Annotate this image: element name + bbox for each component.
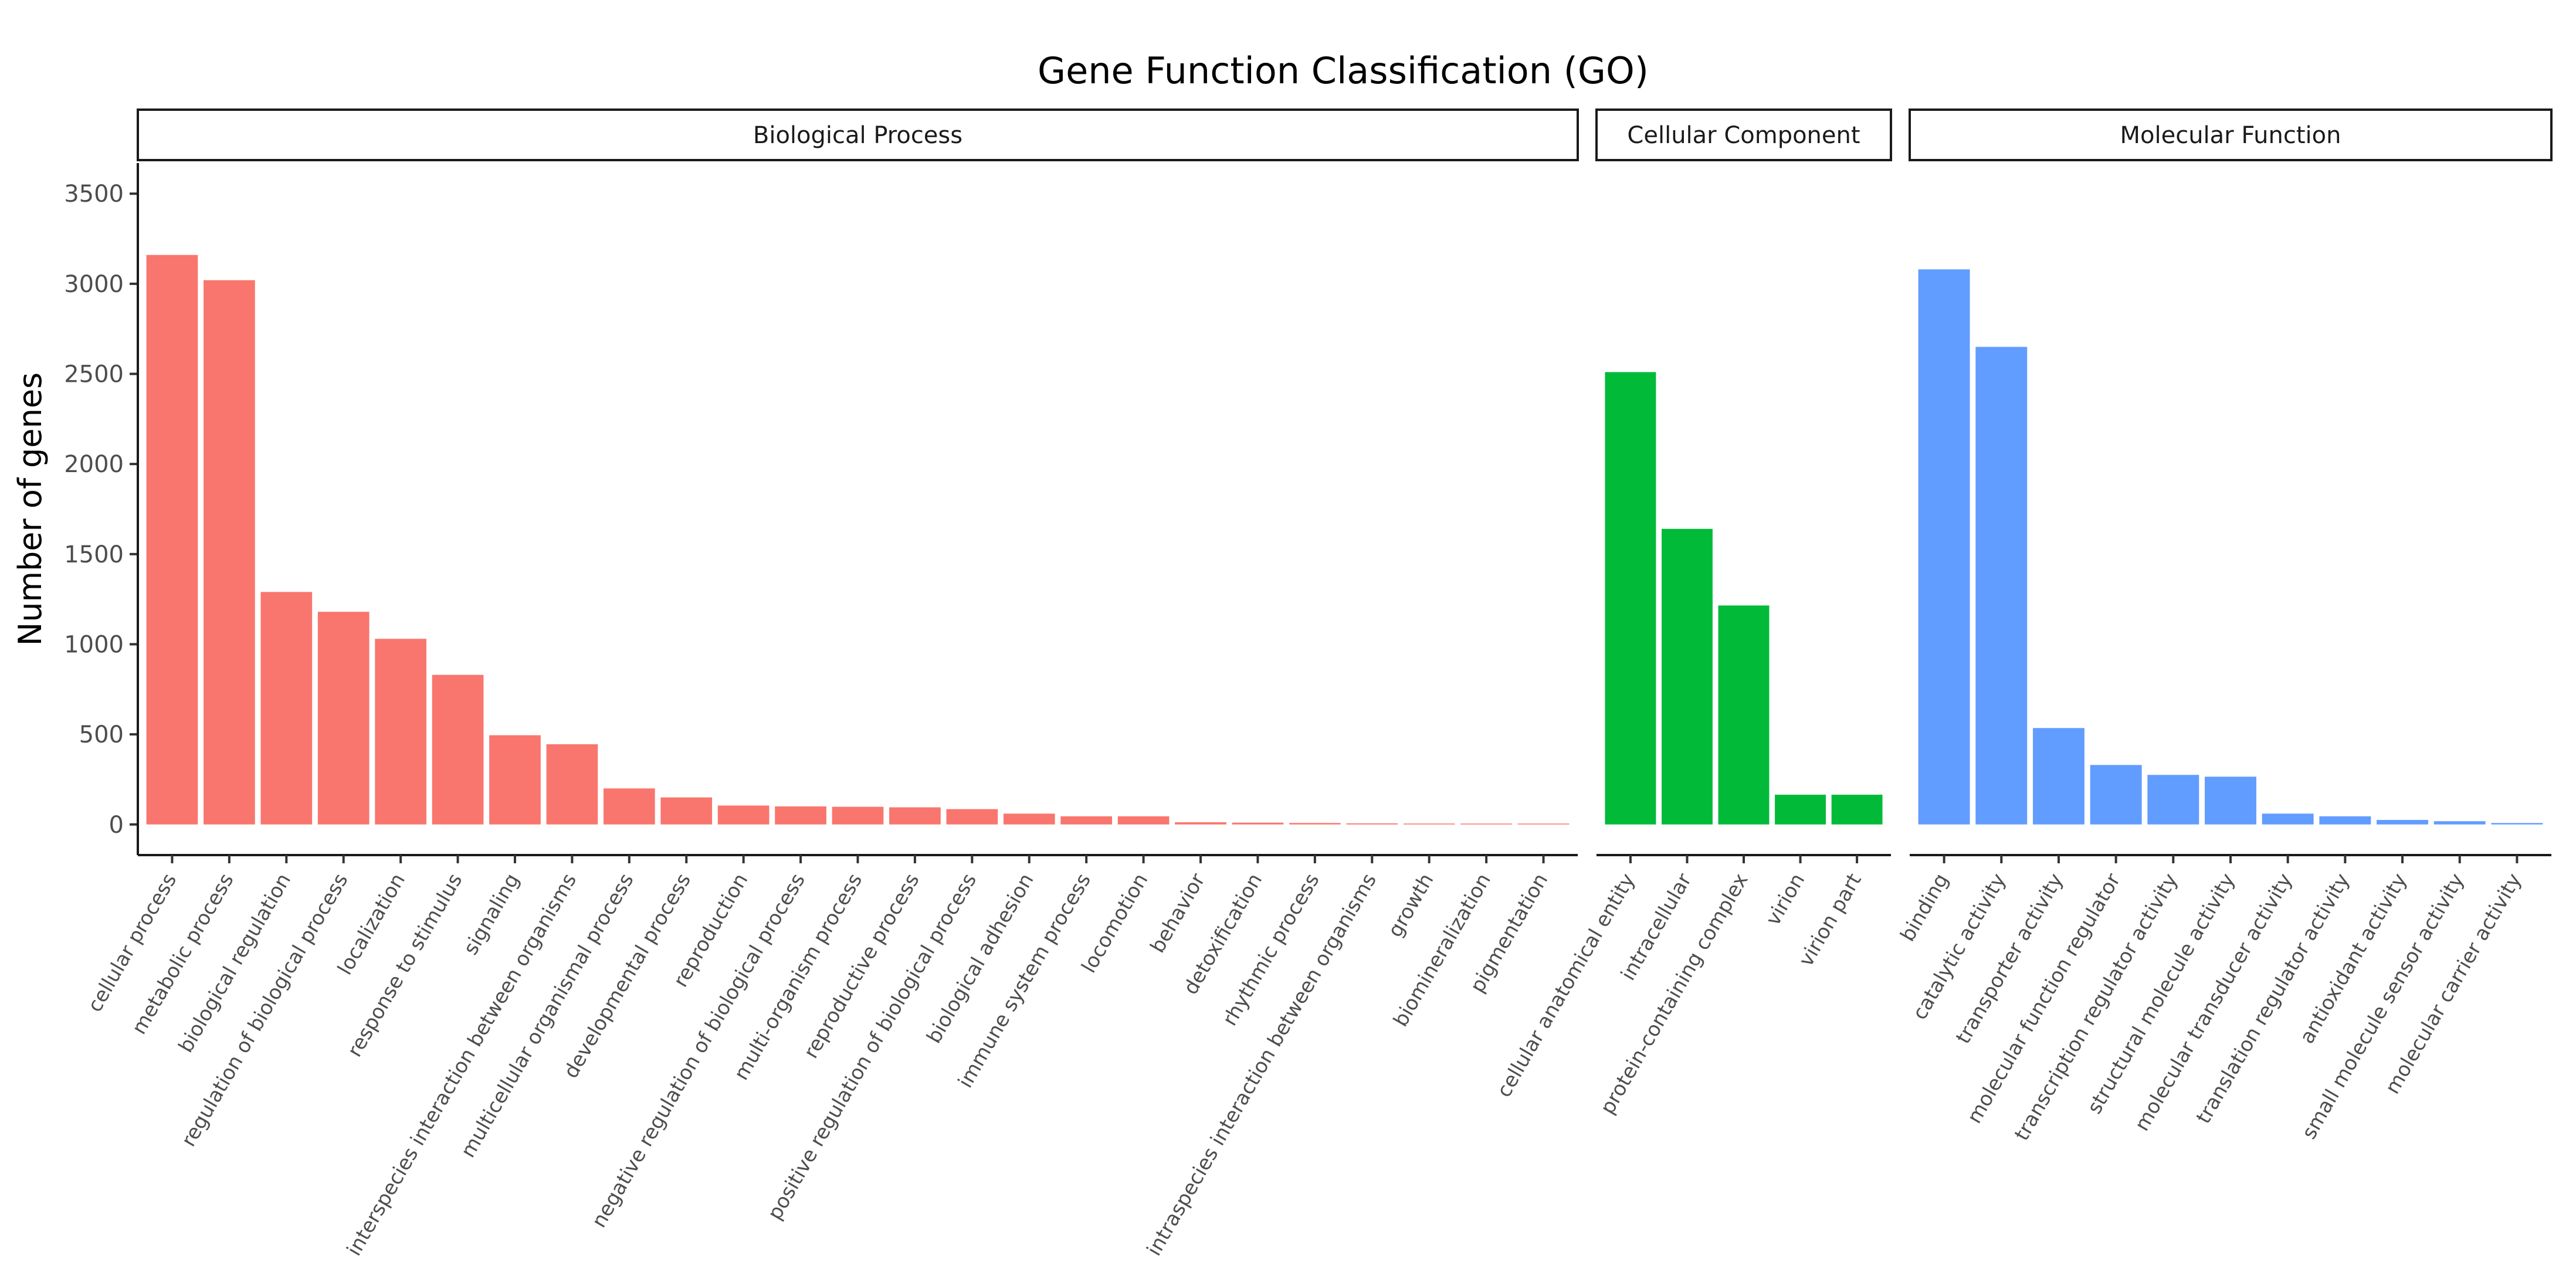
x-tick-label: negative regulation of biological proces… xyxy=(587,870,810,1232)
y-axis: 0 500 1000 1500 2000 2500 3000 3500 xyxy=(64,181,138,839)
y-tick-label: 1000 xyxy=(64,631,124,658)
bar-biological-regulation xyxy=(260,592,313,825)
facet-strip-label: Biological Process xyxy=(753,122,962,149)
bar-multi-organism-process xyxy=(832,806,884,825)
bar-intraspecies-interaction-between-organisms xyxy=(1346,823,1398,825)
bar-intracellular xyxy=(1662,528,1713,825)
chart-title: Gene Function Classification (GO) xyxy=(1038,49,1649,92)
bar-behavior xyxy=(1175,822,1226,825)
y-tick-label: 3000 xyxy=(64,271,124,298)
bar-biological-adhesion xyxy=(1003,813,1055,825)
bar-structural-molecule-activity xyxy=(2205,776,2256,825)
bar-biomineralization xyxy=(1460,823,1512,825)
bar-regulation-of-biological-process xyxy=(317,612,370,825)
y-tick-label: 1500 xyxy=(64,541,124,568)
x-tick-label: binding xyxy=(1896,870,1953,946)
facet-strip-label: Molecular Function xyxy=(2120,122,2341,149)
x-tick-label: antioxidant activity xyxy=(2295,870,2412,1048)
bar-virion xyxy=(1775,795,1826,825)
facet-strip xyxy=(1595,108,1892,161)
bar-pigmentation xyxy=(1517,823,1570,825)
bar-growth xyxy=(1403,823,1455,825)
bar-molecular-function-regulator xyxy=(2090,765,2142,825)
bar-molecular-carrier-activity xyxy=(2491,823,2543,825)
x-tick-label: biological regulation xyxy=(174,870,296,1057)
bar-cellular-process xyxy=(146,255,198,825)
x-tick-label: positive regulation of biological proces… xyxy=(763,870,981,1224)
x-tick-label: growth xyxy=(1384,870,1439,941)
bar-response-to-stimulus xyxy=(432,674,484,825)
bar-transporter-activity xyxy=(2033,728,2084,825)
bar-binding xyxy=(1918,269,1970,825)
bar-localization xyxy=(375,639,426,825)
bar-molecular-transducer-activity xyxy=(2262,813,2314,825)
facet-strip xyxy=(1909,108,2553,161)
bar-transcription-regulator-activity xyxy=(2147,775,2199,825)
bar-metabolic-process xyxy=(204,280,255,825)
bar-protein-containing-complex xyxy=(1718,605,1770,825)
y-tick-label: 3500 xyxy=(64,181,124,208)
x-tick-label: virion xyxy=(1761,870,1809,930)
bar-virion-part xyxy=(1831,795,1883,825)
bar-positive-regulation-of-biological-process xyxy=(946,809,998,825)
y-tick-label: 0 xyxy=(109,812,124,839)
y-axis-label: Number of genes xyxy=(12,372,49,646)
bar-negative-regulation-of-biological-process xyxy=(775,806,826,825)
bar-detoxification xyxy=(1232,822,1284,825)
bar-translation-regulator-activity xyxy=(2319,816,2371,825)
bar-immune-system-process xyxy=(1060,816,1113,825)
y-tick-label: 2000 xyxy=(64,451,124,478)
facet-strip xyxy=(137,108,1579,161)
bar-cellular-anatomical-entity xyxy=(1605,372,1656,825)
bar-small-molecule-sensor-activity xyxy=(2433,821,2486,825)
bar-reproduction xyxy=(717,805,770,825)
x-tick-label: behavior xyxy=(1146,869,1210,957)
bar-catalytic-activity xyxy=(1975,347,2028,825)
bar-reproductive-process xyxy=(889,807,941,825)
y-tick-label: 500 xyxy=(79,721,124,748)
x-tick-label: transporter activity xyxy=(1951,870,2068,1048)
bar-signaling xyxy=(489,735,541,825)
x-tick-label: signaling xyxy=(459,870,524,959)
y-tick-label: 2500 xyxy=(64,361,124,388)
bar-antioxidant-activity xyxy=(2377,820,2428,825)
facet-strip-label: Cellular Component xyxy=(1627,122,1860,149)
bar-interspecies-interaction-between-organisms xyxy=(546,744,598,825)
bar-locomotion xyxy=(1117,816,1170,825)
bar-developmental-process xyxy=(660,797,713,825)
x-tick-label: response to stimulus xyxy=(343,870,467,1062)
bar-rhythmic-process xyxy=(1289,823,1341,825)
x-tick-label: metabolic process xyxy=(127,870,238,1039)
bar-multicellular-organismal-process xyxy=(603,788,655,825)
x-tick-label: biological adhesion xyxy=(922,870,1038,1047)
